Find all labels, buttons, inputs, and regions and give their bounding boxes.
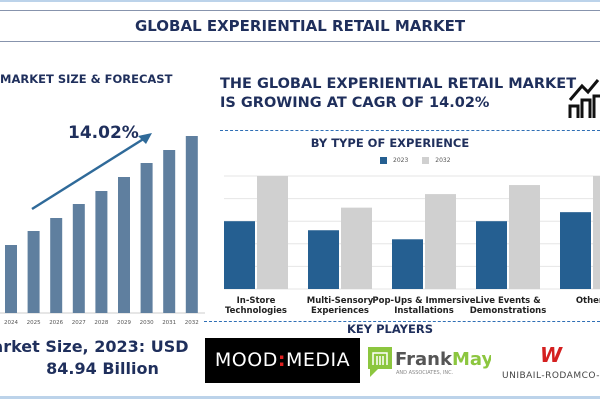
bar-2032-4 [593, 176, 600, 289]
bar-2030 [140, 163, 153, 313]
bar-2023-2 [392, 239, 423, 289]
cagr-headline: THE GLOBAL EXPERIENTIAL RETAIL MARKET IS… [220, 76, 577, 111]
tick-label-2030: 2030 [140, 320, 154, 326]
cagr-label: 14.02% [68, 123, 139, 143]
bar-2032-2 [425, 194, 456, 289]
tick-label-2029: 2029 [117, 320, 131, 326]
bar-2023-4 [560, 212, 591, 289]
svg-text:FrankMayer: FrankMayer [395, 349, 491, 370]
bar-2032-0 [257, 176, 288, 289]
category-label: Installations [394, 306, 454, 316]
bottom-border [0, 396, 600, 399]
bar-2032-3 [509, 185, 540, 289]
bar-2029 [118, 177, 130, 313]
bar-2032-1 [341, 207, 372, 289]
tick-label-2024: 2024 [4, 320, 18, 326]
market-size-line1: Market Size, 2023: USD [0, 337, 189, 356]
trend-arrow-head [138, 133, 152, 144]
page-title: GLOBAL EXPERIENTIAL RETAIL MARKET [0, 10, 600, 42]
tick-label-2032: 2032 [185, 320, 199, 326]
trend-arrow-line [31, 136, 146, 211]
market-size-line2: 84.94 Billion [46, 359, 159, 378]
legend: 2023 2032 [380, 157, 451, 164]
bar-2031 [163, 150, 176, 313]
divider [220, 130, 600, 131]
bar-2023-1 [308, 230, 339, 289]
category-label: Live Events & [475, 296, 541, 306]
mood-media-logo: MOOD:MEDIA [205, 338, 360, 383]
svg-text:W: W [540, 343, 563, 367]
category-label: Multi-Sensory [307, 296, 374, 306]
divider [204, 321, 600, 322]
category-label: Experiences [311, 306, 369, 316]
category-label: Pop-Ups & Immersive [372, 296, 475, 306]
bar-2027 [72, 204, 85, 313]
tick-label-2027: 2027 [72, 320, 86, 326]
category-label: Demonstrations [470, 306, 547, 316]
bar-2032 [185, 136, 198, 313]
svg-text:UNIBAIL-RODAMCO-WE: UNIBAIL-RODAMCO-WE [502, 371, 600, 381]
bar-2023-3 [476, 221, 507, 289]
frank-mayer-logo: FrankMayer AND ASSOCIATES, INC. [368, 347, 491, 377]
bar-2023-0 [224, 221, 255, 289]
legend-item-2032: 2032 [422, 157, 451, 164]
bar-2026 [50, 218, 63, 313]
svg-text:AND ASSOCIATES, INC.: AND ASSOCIATES, INC. [396, 370, 454, 376]
bar-2028 [95, 191, 108, 313]
category-label: Technologies [225, 306, 287, 316]
legend-item-2023: 2023 [380, 157, 408, 164]
market-size-title: MARKET SIZE & FORECAST [0, 72, 173, 86]
category-label: Others [576, 296, 600, 306]
top-border [0, 0, 600, 2]
key-players-title: KEY PLAYERS [347, 322, 433, 336]
growth-house-icon [568, 79, 600, 118]
unibail-logo: W UNIBAIL-RODAMCO-WE [502, 343, 600, 381]
tick-label-2025: 2025 [27, 320, 41, 326]
category-label: In-Store [237, 296, 276, 306]
tick-label-2028: 2028 [94, 320, 108, 326]
bar-2024 [5, 245, 17, 313]
tick-label-2031: 2031 [162, 320, 176, 326]
bar-2025 [27, 231, 40, 313]
market-size-value: Market Size, 2023: USD 84.94 Billion [0, 336, 205, 380]
tick-label-2026: 2026 [49, 320, 63, 326]
type-chart-title: BY TYPE OF EXPERIENCE [310, 136, 470, 150]
forecast-chart: 2024 2025 2026 2027 2028 2029 2030 2031 2032 [0, 133, 205, 326]
